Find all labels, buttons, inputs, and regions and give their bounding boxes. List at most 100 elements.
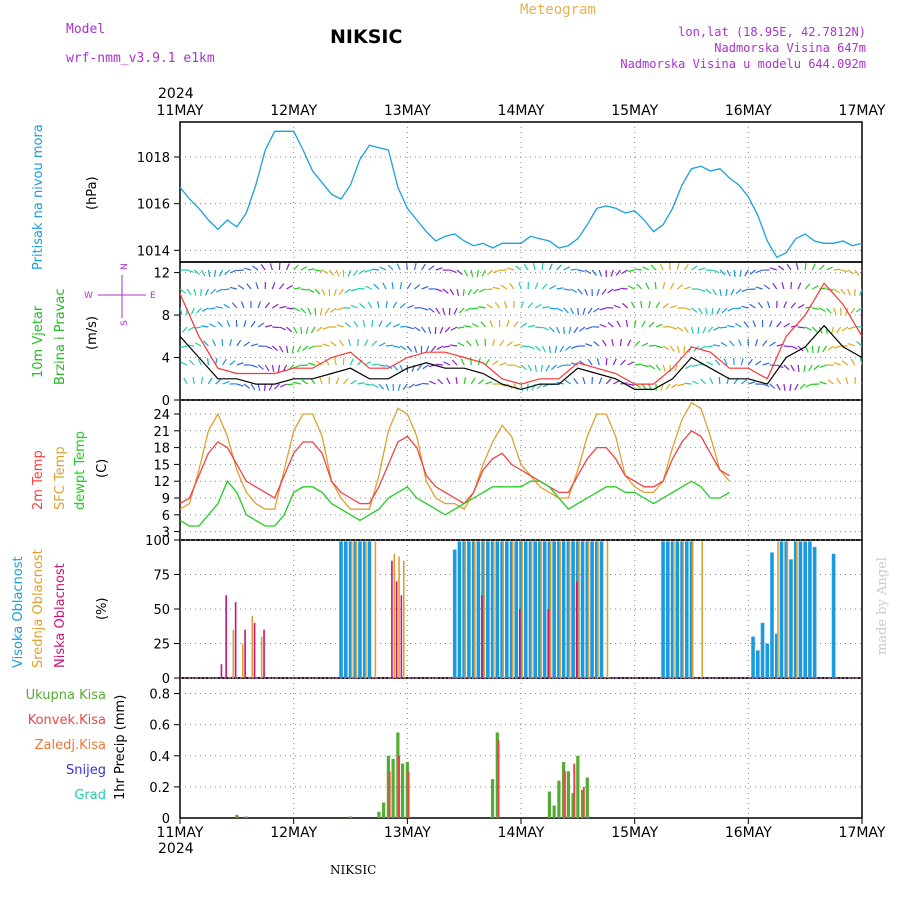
pressure-unit: (hPa): [85, 176, 100, 210]
wind-arrow-icon: [350, 288, 358, 292]
wind-arrow-icon: [803, 364, 806, 372]
wind-arrow-icon: [645, 282, 650, 290]
wind-arrow-icon: [752, 320, 757, 328]
wind-arrow-icon: [676, 284, 684, 290]
wind-arrow-icon: [180, 364, 181, 365]
wind-arrow-icon: [392, 364, 399, 371]
wind-arrow-icon: [602, 339, 607, 347]
cloud-ytick-label: 100: [145, 534, 170, 549]
wind-arrow-icon: [613, 288, 621, 292]
wind-arrow-icon: [563, 326, 565, 335]
wind-arrow-icon: [450, 344, 458, 347]
wind-arrow-icon: [548, 263, 553, 271]
wind-arrow-icon: [683, 326, 689, 334]
high-cloud-bar: [358, 541, 362, 678]
wind-arrow-icon: [448, 307, 451, 316]
wind-arrow-icon: [762, 383, 770, 388]
wind-arrow-icon: [598, 377, 603, 385]
wind-arrow-icon: [484, 358, 490, 366]
wind-arrow-icon: [180, 345, 188, 349]
wind-arrow-icon: [648, 321, 655, 328]
wind-arrow-icon: [243, 383, 250, 389]
wind-arrow-icon: [443, 361, 451, 366]
wind-arrow-icon: [542, 326, 549, 331]
high-cloud-bar: [471, 541, 476, 678]
wind-arrow-icon: [826, 266, 834, 271]
wind-arrow-icon: [236, 383, 244, 387]
high-cloud-bar: [793, 541, 798, 678]
wind-arrow-icon: [534, 345, 541, 352]
wind-arrow-icon: [470, 377, 476, 385]
wind-arrow-icon: [582, 377, 586, 385]
wind-arrow-icon: [734, 322, 742, 328]
wind-arrow-icon: [294, 364, 302, 369]
wind-arrow-icon: [542, 306, 550, 309]
wind-arrow-icon: [344, 322, 351, 328]
wind-arrow-icon: [564, 379, 572, 385]
wind-arrow-icon: [763, 284, 770, 290]
wind-arrow-icon: [527, 345, 535, 350]
wind-arrow-icon: [705, 307, 708, 315]
high-cloud-bar: [571, 541, 575, 678]
wind-arrow-icon: [513, 364, 521, 369]
wind-arrow-icon: [193, 269, 201, 275]
wind-arrow-icon: [485, 381, 493, 385]
wind-arrow-icon: [648, 301, 651, 309]
temp-ytick-label: 6: [162, 509, 170, 524]
total-precip-bar: [495, 732, 499, 818]
wind-arrow-icon: [855, 307, 862, 313]
wind-arrow-icon: [226, 320, 231, 328]
total-precip-bar: [557, 780, 561, 818]
wind-arrow-icon: [571, 345, 579, 349]
wind-arrow-icon: [794, 383, 799, 391]
time-label-top: 15MAY: [611, 103, 658, 119]
wind-arrow-icon: [362, 320, 366, 328]
wind-arrow-icon: [748, 381, 756, 385]
wind-arrow-icon: [435, 307, 441, 315]
high-cloud-bar: [689, 541, 694, 678]
wind-arrow-icon: [385, 344, 394, 347]
wind-arrow-icon: [833, 307, 837, 315]
wind-arrow-icon: [271, 364, 275, 372]
wind-arrow-icon: [328, 269, 335, 276]
wind-arrow-icon: [406, 262, 408, 271]
wind-arrow-icon: [527, 302, 534, 309]
wind-arrow-icon: [698, 267, 706, 271]
wind-arrow-icon: [776, 383, 781, 391]
wind-arrow-icon: [467, 288, 472, 296]
wind-arrow-icon: [357, 382, 365, 385]
total-precip-bar: [547, 791, 552, 818]
model-altitude-info: Nadmorska Visina u modelu 644.092m: [620, 57, 866, 71]
wind-arrow-icon: [455, 376, 458, 385]
wind-arrow-icon: [527, 324, 536, 328]
wind-arrow-icon: [308, 345, 316, 350]
high-cloud-bar: [452, 549, 457, 678]
wind-arrow-icon: [499, 362, 507, 366]
wind-arrow-icon: [203, 340, 209, 347]
wind-arrow-icon: [293, 381, 301, 385]
wind-arrow-icon: [812, 307, 820, 310]
wind-arrow-icon: [180, 383, 181, 384]
temp-label-2: SFC Temp: [53, 446, 68, 510]
wind-arrow-icon: [422, 364, 429, 370]
wind-arrow-icon: [371, 340, 378, 347]
wind-arrow-icon: [212, 339, 217, 347]
pressure-panel: [179, 121, 863, 263]
wind-arrow-icon: [246, 283, 252, 290]
wind-arrow-icon: [414, 284, 421, 290]
wind-arrow-icon: [272, 326, 280, 329]
wind-arrow-icon: [221, 338, 224, 347]
time-label-bottom: 14MAY: [498, 825, 545, 841]
cloud-ytick-label: 25: [153, 638, 170, 653]
cloud-ytick-label: 75: [153, 569, 170, 584]
wind-arrow-icon: [621, 269, 628, 275]
wind-arrow-icon: [684, 286, 692, 290]
wind-arrow-icon: [305, 326, 309, 334]
wind-arrow-icon: [769, 383, 776, 390]
wind-arrow-icon: [481, 269, 487, 277]
wind-arrow-icon: [342, 378, 349, 385]
time-label-top: 11MAY: [157, 103, 204, 119]
wind-arrow-icon: [378, 364, 386, 367]
pressure-label: Pritisak na nivou mora: [31, 124, 46, 270]
wind-arrow-icon: [396, 263, 401, 271]
